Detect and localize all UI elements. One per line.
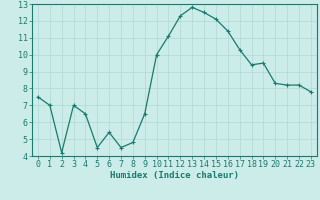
X-axis label: Humidex (Indice chaleur): Humidex (Indice chaleur) [110,171,239,180]
